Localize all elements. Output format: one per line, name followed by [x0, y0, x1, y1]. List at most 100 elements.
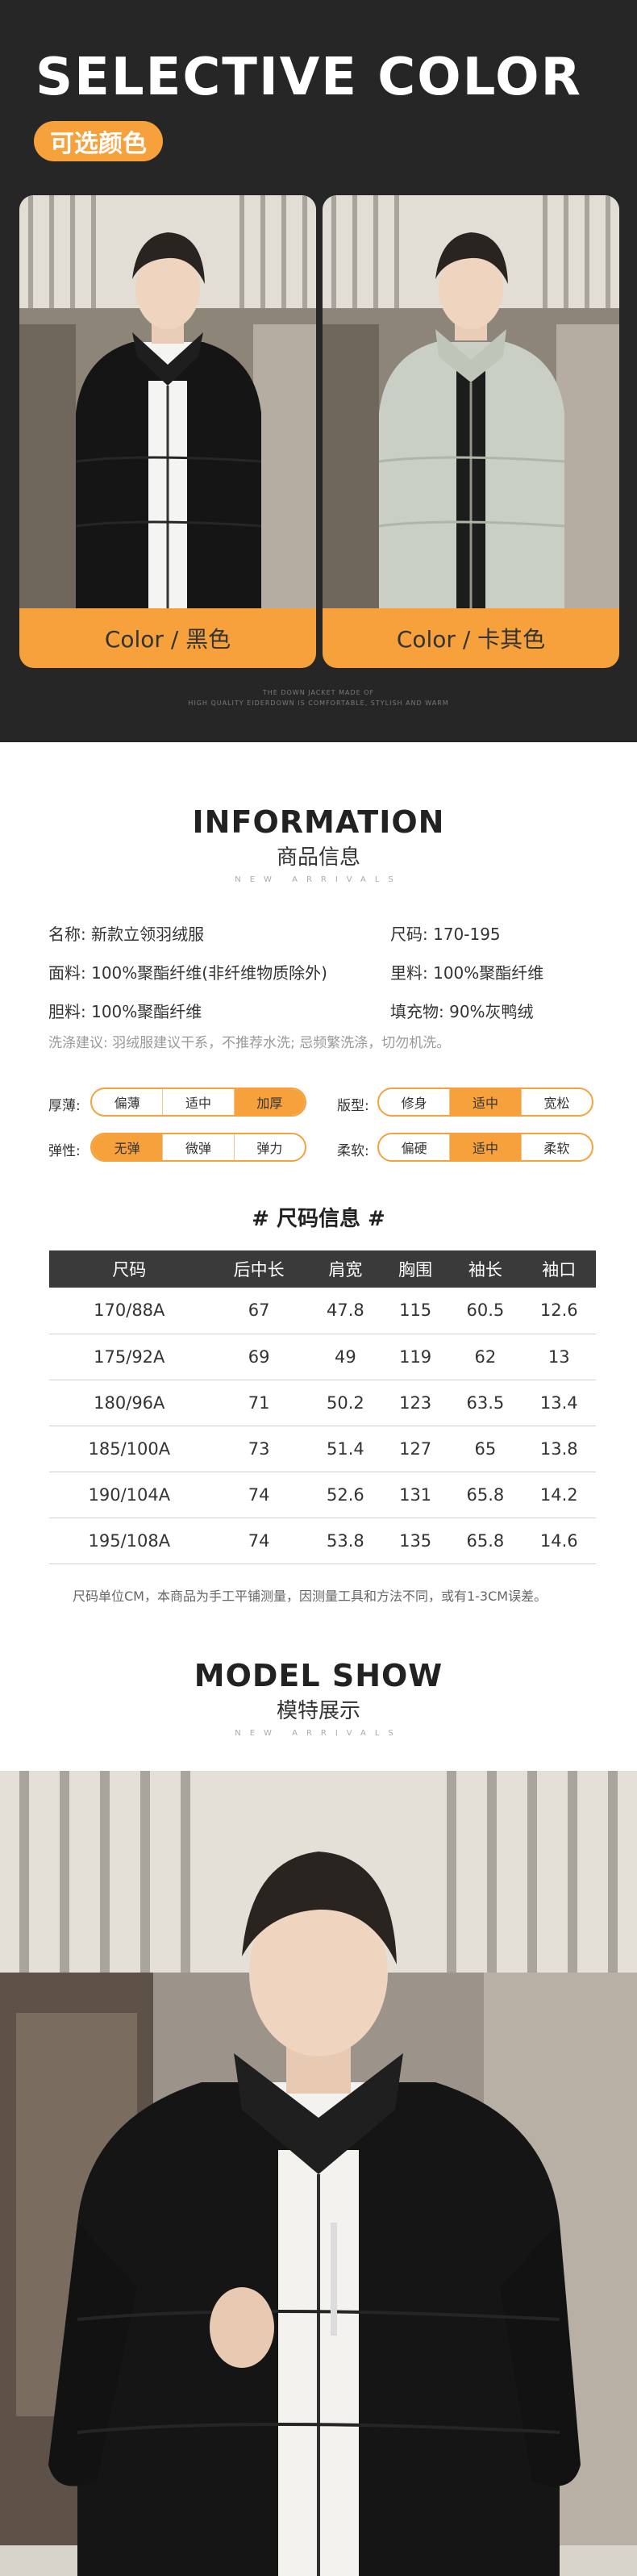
- size-cell: 50.2: [308, 1380, 383, 1426]
- size-info-title: # 尺码信息 #: [252, 1207, 385, 1231]
- information-spaced-text: NEW ARRIVALS: [235, 875, 402, 884]
- size-cell: 67: [209, 1288, 309, 1334]
- attr-elasticity-option: 微弹: [163, 1134, 235, 1160]
- table-row: 185/100A 73 51.4 127 65 13.8: [49, 1426, 596, 1472]
- attr-softness-option-selected: 适中: [450, 1134, 522, 1160]
- size-cell: 65.8: [448, 1472, 523, 1518]
- info-filling: 填充物: 90%灰鸭绒: [390, 1002, 534, 1021]
- info-liner: 胆料: 100%聚酯纤维: [48, 1002, 202, 1021]
- attr-fit-option: 宽松: [543, 1096, 570, 1111]
- size-col-header: 袖长: [448, 1250, 523, 1288]
- size-cell: 74: [209, 1518, 309, 1564]
- size-cell: 74: [209, 1472, 309, 1518]
- size-cell: 52.6: [308, 1472, 383, 1518]
- size-cell: 14.2: [522, 1472, 596, 1518]
- size-cell: 127: [382, 1426, 449, 1472]
- size-cell: 63.5: [448, 1380, 523, 1426]
- attr-elasticity-option-selected: 无弹: [92, 1134, 164, 1160]
- size-cell: 13.4: [522, 1380, 596, 1426]
- model-show-title-en: MODEL SHOW: [194, 1658, 443, 1693]
- size-cell: 65.8: [448, 1518, 523, 1564]
- attr-thickness-option: 适中: [163, 1089, 235, 1115]
- size-cell: 185/100A: [49, 1426, 210, 1472]
- information-title-en: INFORMATION: [192, 804, 445, 840]
- color-caption: THE DOWN JACKET MADE OF HIGH QUALITY EID…: [0, 687, 637, 708]
- size-cell: 123: [382, 1380, 449, 1426]
- info-name: 名称: 新款立领羽绒服: [48, 925, 205, 944]
- size-cell: 131: [382, 1472, 449, 1518]
- size-cell: 195/108A: [49, 1518, 210, 1564]
- model-photo-black: [19, 195, 316, 608]
- size-cell: 71: [209, 1380, 309, 1426]
- size-col-header: 肩宽: [308, 1250, 383, 1288]
- color-card-label-black: Color / 黑色: [19, 608, 316, 668]
- size-col-header: 尺码: [49, 1250, 210, 1288]
- information-heading: INFORMATION 商品信息 NEW ARRIVALS: [0, 807, 637, 884]
- color-card-khaki[interactable]: Color / 卡其色: [323, 195, 619, 668]
- size-cell: 65: [448, 1426, 523, 1472]
- info-lining: 里料: 100%聚酯纤维: [390, 963, 544, 983]
- size-cell: 12.6: [522, 1288, 596, 1334]
- size-col-header: 袖口: [522, 1250, 596, 1288]
- color-caption-line-1: THE DOWN JACKET MADE OF: [262, 689, 375, 696]
- size-cell: 62: [448, 1334, 523, 1380]
- size-cell: 190/104A: [49, 1472, 210, 1518]
- table-row: 195/108A 74 53.8 135 65.8 14.6: [49, 1518, 596, 1564]
- table-row: 190/104A 74 52.6 131 65.8 14.2: [49, 1472, 596, 1518]
- size-cell: 13.8: [522, 1426, 596, 1472]
- model-show-title-cn: 模特展示: [276, 1699, 360, 1723]
- color-card-black[interactable]: Color / 黑色: [19, 195, 316, 668]
- attr-fit-option: 修身: [379, 1089, 451, 1115]
- attr-elasticity-option: 弹力: [256, 1141, 283, 1156]
- wash-note: 洗涤建议: 羽绒服建议干系，不推荐水洗; 忌频繁洗涤，切勿机洗。: [48, 1035, 451, 1051]
- attr-elasticity-options: 无弹 微弹 弹力: [90, 1133, 306, 1162]
- information-title-cn: 商品信息: [276, 845, 360, 870]
- attr-label-fit: 版型:: [337, 1098, 369, 1114]
- model-show-spaced-text: NEW ARRIVALS: [235, 1729, 402, 1738]
- size-cell: 135: [382, 1518, 449, 1564]
- model-show-photo: [0, 1771, 637, 2576]
- attr-fit-option-selected: 适中: [450, 1089, 522, 1115]
- size-cell: 49: [308, 1334, 383, 1380]
- size-cell: 73: [209, 1426, 309, 1472]
- size-cell: 53.8: [308, 1518, 383, 1564]
- selective-color-title: SELECTIVE COLOR: [35, 48, 582, 107]
- attr-softness-option: 柔软: [543, 1141, 570, 1156]
- attr-label-thickness: 厚薄:: [48, 1098, 81, 1114]
- size-note: 尺码单位CM，本商品为手工平铺测量，因测量工具和方法不同，或有1-3CM误差。: [73, 1589, 547, 1604]
- size-cell: 47.8: [308, 1288, 383, 1334]
- size-cell: 14.6: [522, 1518, 596, 1564]
- attr-label-elasticity: 弹性:: [48, 1143, 81, 1159]
- info-size-range: 尺码: 170-195: [390, 925, 501, 944]
- attr-thickness-option-selected: 加厚: [234, 1089, 305, 1115]
- table-row: 170/88A 67 47.8 115 60.5 12.6: [49, 1288, 596, 1334]
- size-cell: 51.4: [308, 1426, 383, 1472]
- attr-softness-option: 偏硬: [379, 1134, 451, 1160]
- size-table: 尺码 后中长 肩宽 胸围 袖长 袖口 170/88A 67 47.8 115 60.5 1…: [49, 1250, 596, 1564]
- info-fabric: 面料: 100%聚酯纤维(非纤维物质除外): [48, 963, 327, 983]
- model-show-heading: MODEL SHOW 模特展示 NEW ARRIVALS: [0, 1660, 637, 1738]
- attr-label-softness: 柔软:: [337, 1143, 369, 1159]
- size-table-header-row: 尺码 后中长 肩宽 胸围 袖长 袖口: [49, 1250, 596, 1288]
- color-caption-line-2: HIGH QUALITY EIDERDOWN IS COMFORTABLE, S…: [188, 699, 449, 707]
- attr-thickness-option: 偏薄: [92, 1089, 164, 1115]
- size-cell: 180/96A: [49, 1380, 210, 1426]
- size-cell: 13: [522, 1334, 596, 1380]
- size-cell: 69: [209, 1334, 309, 1380]
- size-cell: 115: [382, 1288, 449, 1334]
- size-cell: 60.5: [448, 1288, 523, 1334]
- size-cell: 175/92A: [49, 1334, 210, 1380]
- color-card-label-khaki: Color / 卡其色: [323, 608, 619, 668]
- attr-softness-options: 偏硬 适中 柔软: [377, 1133, 593, 1162]
- attr-fit-options: 修身 适中 宽松: [377, 1088, 593, 1117]
- table-row: 175/92A 69 49 119 62 13: [49, 1334, 596, 1380]
- selective-color-subtitle: 可选颜色: [34, 121, 163, 161]
- size-col-header: 胸围: [382, 1250, 449, 1288]
- selective-color-section: SELECTIVE COLOR 可选颜色: [0, 0, 637, 742]
- model-photo-khaki: [323, 195, 619, 608]
- table-row: 180/96A 71 50.2 123 63.5 13.4: [49, 1380, 596, 1426]
- attr-thickness-options: 偏薄 适中 加厚: [90, 1088, 306, 1117]
- size-cell: 119: [382, 1334, 449, 1380]
- size-col-header: 后中长: [209, 1250, 309, 1288]
- size-cell: 170/88A: [49, 1288, 210, 1334]
